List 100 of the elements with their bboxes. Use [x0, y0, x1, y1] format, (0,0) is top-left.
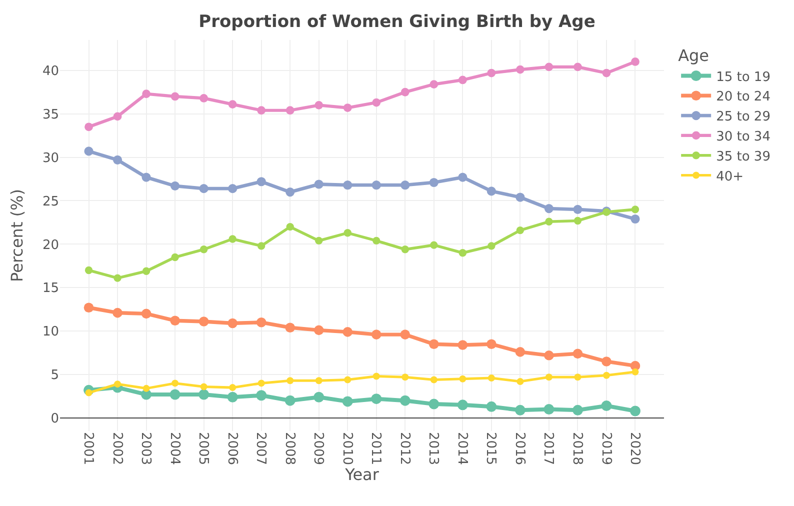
point	[516, 378, 524, 385]
point	[544, 62, 554, 72]
x-tick-label: 2010	[339, 432, 354, 466]
point	[85, 389, 92, 396]
point	[545, 218, 553, 226]
point	[257, 242, 266, 250]
point	[314, 392, 324, 402]
point	[544, 204, 554, 214]
point	[516, 65, 524, 74]
point	[84, 266, 93, 274]
x-tick-label: 2016	[512, 432, 527, 466]
point	[200, 94, 208, 102]
x-tick-label: 2007	[253, 432, 268, 466]
point	[602, 356, 612, 366]
x-tick-label: 2001	[80, 432, 96, 466]
x-tick-label: 2020	[627, 432, 642, 466]
point	[516, 192, 525, 202]
point	[285, 322, 295, 332]
x-tick-label: 2018	[569, 432, 584, 466]
point	[286, 106, 294, 115]
point	[631, 58, 640, 66]
point	[630, 406, 640, 416]
y-axis-title: Percent (%)	[7, 189, 26, 282]
point	[342, 396, 353, 407]
point	[573, 204, 582, 214]
point	[401, 246, 409, 254]
point	[372, 372, 380, 380]
point	[429, 178, 438, 188]
point	[544, 404, 554, 415]
legend-label: 25 to 29	[716, 110, 770, 125]
point	[344, 376, 352, 384]
point	[199, 184, 208, 194]
point	[487, 68, 496, 78]
point	[142, 384, 150, 392]
legend-label: 30 to 34	[716, 130, 770, 145]
point	[114, 380, 122, 388]
point	[286, 188, 295, 197]
point	[84, 146, 94, 156]
point	[632, 368, 639, 376]
x-tick-label: 2009	[310, 432, 326, 466]
x-tick-label: 2004	[166, 432, 182, 466]
x-axis-title: Year	[344, 465, 380, 484]
point	[229, 384, 236, 392]
point	[343, 180, 352, 190]
point	[430, 376, 438, 384]
point	[486, 339, 496, 350]
point	[344, 229, 352, 237]
point	[198, 389, 210, 400]
point	[314, 100, 324, 110]
point	[457, 400, 468, 410]
point	[200, 383, 208, 390]
point	[514, 404, 526, 416]
point	[400, 330, 410, 340]
point	[400, 88, 410, 96]
point	[458, 249, 467, 257]
point	[371, 330, 382, 340]
point	[286, 377, 294, 384]
x-tick-label: 2017	[540, 432, 556, 466]
point	[343, 104, 352, 112]
point	[141, 308, 152, 319]
x-tick-label: 2002	[109, 432, 124, 466]
x-tick-label: 2015	[483, 432, 498, 466]
point	[170, 181, 180, 191]
point	[458, 172, 468, 182]
point	[84, 122, 93, 132]
point	[112, 308, 122, 318]
chart-title: Proportion of Women Giving Birth by Age	[198, 12, 596, 32]
point	[142, 267, 150, 275]
point	[113, 112, 122, 121]
legend-label: 20 to 24	[716, 90, 770, 105]
point	[228, 235, 236, 243]
point	[400, 395, 410, 406]
point	[400, 180, 410, 190]
point	[228, 318, 238, 328]
x-tick-label: 2006	[224, 432, 240, 466]
y-tick-label: 5	[50, 368, 59, 384]
point	[200, 246, 208, 254]
point	[574, 62, 582, 72]
legend-label: 15 to 19	[716, 70, 770, 85]
point	[488, 242, 496, 250]
point	[227, 392, 238, 402]
point	[602, 372, 610, 379]
x-tick-label: 2012	[396, 432, 412, 466]
point	[402, 374, 409, 381]
y-tick-label: 20	[42, 238, 59, 253]
point	[459, 375, 466, 382]
point	[544, 350, 554, 360]
point	[315, 377, 322, 384]
point	[430, 80, 438, 89]
point	[630, 214, 640, 224]
point	[114, 274, 122, 282]
point	[486, 401, 497, 412]
point	[545, 374, 552, 381]
point	[198, 316, 209, 326]
point	[142, 90, 150, 98]
point	[430, 241, 438, 249]
point	[286, 222, 294, 231]
point	[314, 325, 324, 336]
y-tick-label: 35	[42, 107, 59, 122]
point	[256, 317, 266, 328]
